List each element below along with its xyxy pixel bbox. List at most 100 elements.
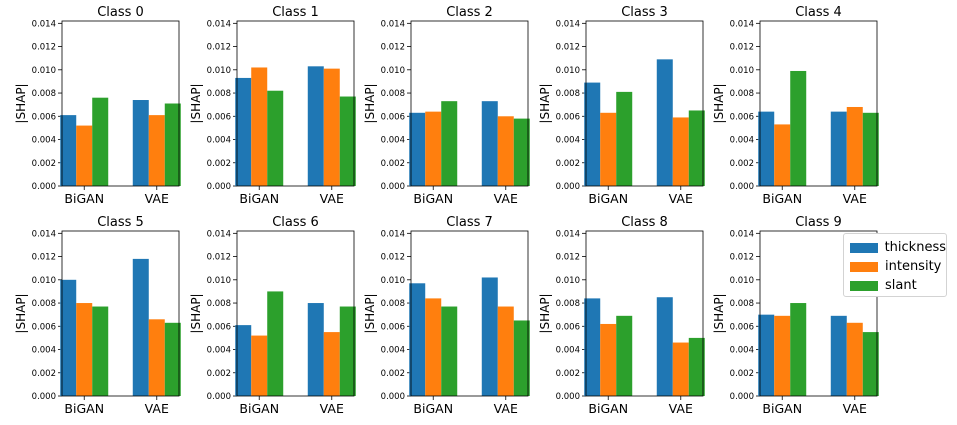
y-axis-label: |SHAP| [538,293,552,333]
panel-frame [585,230,704,397]
bar-vae-slant [513,320,530,396]
x-tick-label: BiGAN [588,401,628,416]
y-tick-label: 0.006 [207,322,231,332]
bar-vae-thickness [307,303,324,396]
y-tick-label: 0.000 [730,392,754,402]
y-tick-label: 0.002 [730,159,754,169]
bar-vae-intensity [672,342,689,396]
x-tick-label: BiGAN [239,401,279,416]
bar-bigan-thickness [60,115,77,186]
panel-frame [585,20,704,187]
y-tick-label: 0.002 [556,369,580,379]
bar-vae-thickness [481,277,498,396]
y-tick-label: 0.006 [556,322,580,332]
bar-vae-slant [164,322,181,396]
bar-vae-thickness [656,297,673,396]
panel-title: Class 9 [795,215,842,230]
y-tick-label: 0.010 [730,66,754,76]
y-axis-label: |SHAP| [189,83,203,123]
legend-item-thickness: thickness [850,238,946,257]
y-axis-label: |SHAP| [14,293,28,333]
bar-vae-intensity [846,322,863,396]
legend-swatch-slant [850,280,878,291]
y-tick-label: 0.014 [730,19,754,29]
bar-vae-thickness [307,66,324,186]
y-tick-label: 0.010 [207,66,231,76]
legend: thickness intensity slant [843,233,947,297]
y-tick-label: 0.014 [207,229,231,239]
bar-vae-slant [688,110,705,186]
panel-frame [759,20,878,187]
panel-class-2: Class 2 0.000 0.002 0.004 0.006 0.008 0.010 0.0… [363,5,530,206]
legend-swatch-thickness [850,242,878,253]
bar-bigan-intensity [600,112,617,186]
panel-class-6: Class 6 0.000 0.002 0.004 0.006 0.008 0.010 0.0… [189,215,356,416]
y-tick-label: 0.008 [730,89,754,99]
x-tick-label: VAE [145,401,169,416]
y-tick-label: 0.008 [207,299,231,309]
y-tick-label: 0.008 [381,89,405,99]
bar-vae-intensity [672,117,689,186]
y-tick-label: 0.002 [32,159,56,169]
bar-vae-slant [862,332,879,396]
y-axis-label: |SHAP| [189,293,203,333]
x-tick-label: BiGAN [239,191,279,206]
y-tick-label: 0.014 [730,229,754,239]
bar-bigan-thickness [758,314,775,396]
y-axis-label: |SHAP| [538,83,552,123]
x-tick-label: BiGAN [413,401,453,416]
y-tick-label: 0.006 [730,322,754,332]
bar-vae-slant [164,103,181,186]
x-tick-label: VAE [843,191,867,206]
y-tick-label: 0.004 [32,346,56,356]
bar-vae-intensity [497,306,514,396]
legend-label-intensity: intensity [885,259,942,274]
y-tick-label: 0.002 [207,159,231,169]
bar-bigan-intensity [251,335,268,396]
y-tick-label: 0.008 [381,299,405,309]
panel-frame [410,20,529,187]
y-tick-label: 0.004 [381,136,405,146]
bar-bigan-intensity [425,298,442,396]
bar-bigan-intensity [774,315,791,396]
y-tick-label: 0.004 [730,136,754,146]
bar-vae-intensity [148,115,165,186]
panel-frame [61,230,180,397]
y-tick-label: 0.002 [207,369,231,379]
panel-title: Class 7 [446,215,493,230]
y-tick-label: 0.012 [556,253,580,263]
y-tick-label: 0.000 [32,182,56,192]
y-tick-label: 0.014 [556,229,580,239]
bar-vae-slant [688,337,705,396]
y-axis-label: |SHAP| [712,293,726,333]
y-tick-label: 0.006 [32,112,56,122]
y-tick-label: 0.010 [730,276,754,286]
y-tick-label: 0.006 [32,322,56,332]
legend-label-thickness: thickness [884,240,946,255]
y-tick-label: 0.014 [32,229,56,239]
x-tick-label: BiGAN [64,191,104,206]
bar-vae-intensity [323,332,340,396]
y-tick-label: 0.004 [32,136,56,146]
panel-title: Class 8 [621,215,668,230]
y-tick-label: 0.002 [556,159,580,169]
bar-bigan-slant [92,97,109,186]
bar-bigan-intensity [425,111,442,186]
bar-vae-thickness [656,59,673,186]
bar-vae-intensity [323,68,340,186]
panel-class-9: Class 9 0.000 0.002 0.004 0.006 0.008 0.010 0.0… [712,215,879,416]
panel-frame [236,20,355,187]
x-tick-label: BiGAN [64,401,104,416]
bar-bigan-intensity [774,124,791,186]
panel-frame [236,230,355,397]
panel-class-5: Class 5 0.000 0.002 0.004 0.006 0.008 0.010 0.0… [14,215,181,416]
x-tick-label: BiGAN [588,191,628,206]
bar-bigan-slant [267,90,284,186]
y-tick-label: 0.000 [32,392,56,402]
y-axis-label: |SHAP| [363,293,377,333]
x-tick-label: VAE [145,191,169,206]
y-tick-label: 0.000 [556,182,580,192]
panel-title: Class 0 [97,5,144,20]
y-tick-label: 0.010 [381,66,405,76]
legend-swatch-intensity [850,261,878,272]
